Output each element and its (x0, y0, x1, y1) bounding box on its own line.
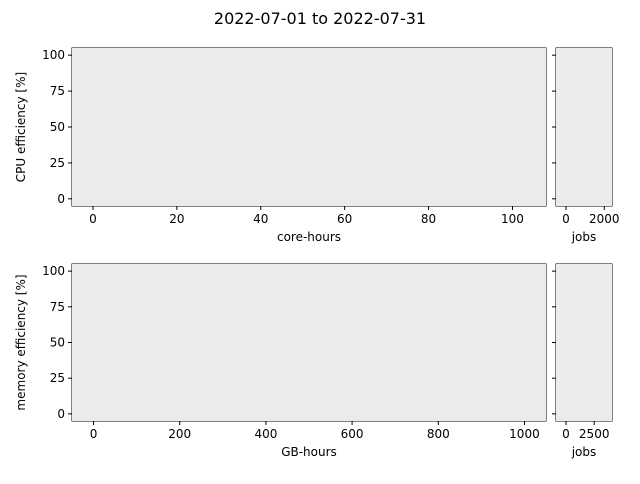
x-axis-label: core-hours (277, 230, 341, 244)
y-tick-label: 50 (50, 336, 65, 350)
histogram-2-background (556, 264, 612, 421)
x-tick-label: 200 (168, 427, 191, 441)
y-axis-label: CPU efficiency [%] (14, 72, 28, 182)
y-tick-label: 0 (57, 192, 65, 206)
y-tick-label: 0 (57, 407, 65, 421)
x-axis-label: jobs (571, 445, 597, 459)
scatter-2-background (72, 264, 546, 421)
x-tick-label: 400 (254, 427, 277, 441)
y-tick-label: 25 (50, 156, 65, 170)
x-tick-label: 0 (89, 212, 97, 226)
x-tick-label: 1000 (509, 427, 540, 441)
x-tick-label: 80 (421, 212, 436, 226)
x-tick-label: 2500 (579, 427, 610, 441)
y-tick-label: 75 (50, 300, 65, 314)
y-tick-label: 25 (50, 371, 65, 385)
scatter-1-background (72, 48, 546, 206)
x-tick-label: 60 (337, 212, 352, 226)
x-tick-label: 800 (427, 427, 450, 441)
y-tick-label: 100 (42, 48, 65, 62)
y-tick-label: 100 (42, 264, 65, 278)
histogram-1-background (556, 48, 612, 206)
x-tick-label: 20 (169, 212, 184, 226)
x-tick-label: 600 (341, 427, 364, 441)
y-axis-label: memory efficiency [%] (14, 274, 28, 410)
x-tick-label: 0 (90, 427, 98, 441)
x-tick-label: 100 (501, 212, 524, 226)
figure-title: 2022-07-01 to 2022-07-31 (214, 9, 426, 28)
x-tick-label: 0 (562, 212, 570, 226)
x-tick-label: 0 (562, 427, 570, 441)
x-tick-label: 2000 (589, 212, 620, 226)
y-tick-label: 50 (50, 120, 65, 134)
y-tick-label: 75 (50, 84, 65, 98)
x-axis-label: jobs (571, 230, 597, 244)
x-axis-label: GB-hours (281, 445, 337, 459)
x-tick-label: 40 (253, 212, 268, 226)
